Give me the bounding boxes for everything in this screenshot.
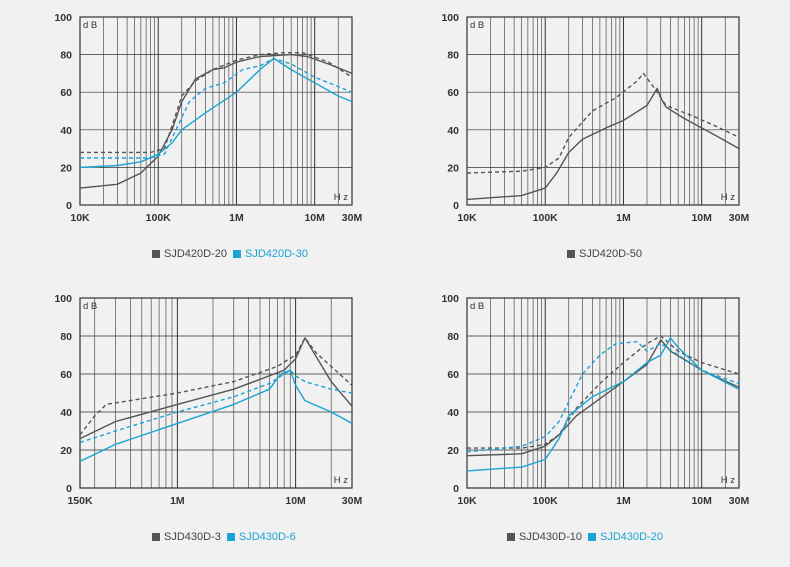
y-axis-unit: d B xyxy=(83,20,97,31)
legend-swatch-gray xyxy=(152,250,160,258)
legend-swatch-gray xyxy=(567,250,575,258)
y-tick-label: 0 xyxy=(453,200,459,212)
x-tick-label: 10K xyxy=(70,212,90,224)
y-tick-label: 80 xyxy=(60,331,72,343)
legend-label: SJD420D-50 xyxy=(579,248,642,260)
x-tick-label: 1M xyxy=(229,212,244,224)
chart-3-plot: 0 20 40 60 80 100 10K 100K 1M 10M 30M d B H z xyxy=(395,283,790,567)
legend-swatch-blue xyxy=(588,533,596,541)
y-tick-label: 0 xyxy=(66,483,72,495)
x-tick-label: 100K xyxy=(533,495,559,507)
x-tick-label: 150K xyxy=(67,495,93,507)
x-tick-label: 10K xyxy=(457,212,477,224)
x-tick-label: 10M xyxy=(691,212,712,224)
y-tick-label: 0 xyxy=(66,200,72,212)
chart-1-legend: SJD420D-50 xyxy=(567,248,642,260)
y-tick-label: 40 xyxy=(447,125,459,137)
chart-sjd430d-3-6: 0 20 40 60 80 100 150K 1M 10M 30M d B H z SJD430D-3… xyxy=(0,283,395,567)
chart-0-plot: 0 20 40 60 80 100 10K 100K 1M 10M 30M d B H z xyxy=(0,0,395,283)
chart-2-plot: 0 20 40 60 80 100 150K 1M 10M 30M d B H z xyxy=(0,283,395,567)
y-axis-unit: d B xyxy=(470,301,484,312)
y-tick-label: 100 xyxy=(54,12,72,24)
legend-swatch-gray xyxy=(507,533,515,541)
x-axis-unit: H z xyxy=(334,192,349,203)
chart-2-legend: SJD430D-3 SJD430D-6 xyxy=(152,531,296,543)
x-tick-label: 30M xyxy=(342,495,363,507)
chart-0-legend: SJD420D-20 SJD420D-30 xyxy=(152,248,308,260)
y-tick-label: 80 xyxy=(447,50,459,62)
x-axis-unit: H z xyxy=(334,475,349,486)
y-tick-label: 20 xyxy=(447,445,459,457)
chart-3-legend: SJD430D-10 SJD430D-20 xyxy=(507,531,663,543)
x-tick-label: 100K xyxy=(146,212,172,224)
legend-swatch-blue xyxy=(233,250,241,258)
legend-label: SJD430D-6 xyxy=(239,531,296,543)
y-tick-label: 100 xyxy=(441,293,459,305)
chart-sjd420d-20-30: 0 20 40 60 80 100 10K 100K 1M 10M 30M d B H z SJD420… xyxy=(0,0,395,283)
x-axis-unit: H z xyxy=(721,192,736,203)
y-tick-label: 80 xyxy=(447,331,459,343)
y-tick-label: 20 xyxy=(60,162,72,174)
plot-frame xyxy=(80,298,352,488)
x-tick-label: 10M xyxy=(691,495,712,507)
y-axis-unit: d B xyxy=(470,20,484,31)
x-tick-label: 30M xyxy=(729,495,750,507)
y-tick-label: 40 xyxy=(60,125,72,137)
legend-label: SJD420D-20 xyxy=(164,248,227,260)
series-line xyxy=(80,370,352,442)
x-tick-label: 30M xyxy=(342,212,363,224)
y-tick-label: 20 xyxy=(447,162,459,174)
y-tick-label: 80 xyxy=(60,50,72,62)
y-tick-label: 40 xyxy=(60,407,72,419)
chart-sjd430d-10-20: 0 20 40 60 80 100 10K 100K 1M 10M 30M d B H z SJD430… xyxy=(395,283,790,567)
x-tick-label: 1M xyxy=(616,212,631,224)
y-tick-label: 20 xyxy=(60,445,72,457)
y-tick-label: 100 xyxy=(54,293,72,305)
x-tick-label: 1M xyxy=(170,495,185,507)
series-line xyxy=(80,338,352,439)
legend-swatch-blue xyxy=(227,533,235,541)
legend-label: SJD430D-3 xyxy=(164,531,221,543)
y-tick-label: 0 xyxy=(453,483,459,495)
x-tick-label: 1M xyxy=(616,495,631,507)
y-tick-label: 40 xyxy=(447,407,459,419)
legend-label: SJD430D-10 xyxy=(519,531,582,543)
x-tick-label: 10K xyxy=(457,495,477,507)
legend-label: SJD420D-30 xyxy=(245,248,308,260)
x-tick-label: 10M xyxy=(304,212,325,224)
legend-label: SJD430D-20 xyxy=(600,531,663,543)
x-tick-label: 100K xyxy=(533,212,559,224)
x-tick-label: 30M xyxy=(729,212,750,224)
y-tick-label: 60 xyxy=(60,369,72,381)
x-axis-unit: H z xyxy=(721,475,736,486)
y-tick-label: 60 xyxy=(447,369,459,381)
y-tick-label: 60 xyxy=(60,87,72,99)
chart-1-plot: 0 20 40 60 80 100 10K 100K 1M 10M 30M d B H z xyxy=(395,0,790,283)
x-tick-label: 10M xyxy=(285,495,306,507)
y-axis-unit: d B xyxy=(83,301,97,312)
y-tick-label: 100 xyxy=(441,12,459,24)
legend-swatch-gray xyxy=(152,533,160,541)
chart-sjd420d-50: 0 20 40 60 80 100 10K 100K 1M 10M 30M d B H z SJD420… xyxy=(395,0,790,283)
y-tick-label: 60 xyxy=(447,87,459,99)
